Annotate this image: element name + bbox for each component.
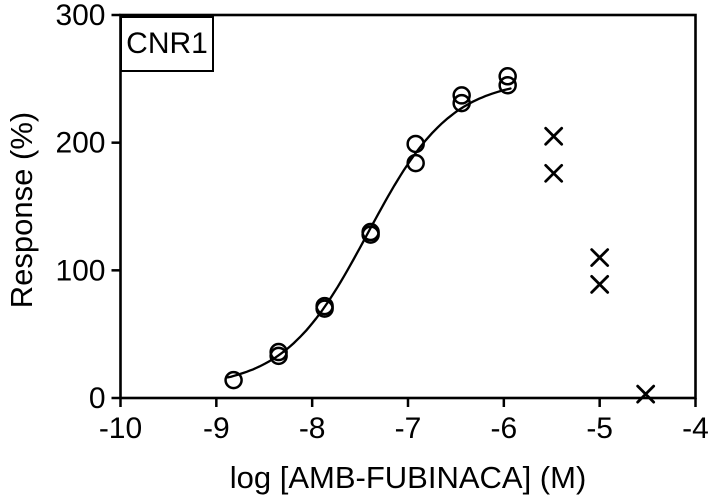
x-tick-label: -10 (99, 412, 142, 445)
data-point-x (544, 163, 564, 183)
data-point-circle (406, 153, 425, 173)
data-point-x (544, 126, 564, 146)
x-tick-label: -6 (490, 412, 517, 445)
fit-curve (226, 87, 512, 379)
data-point-circle (361, 225, 380, 244)
x-tick-label: -5 (586, 412, 613, 445)
data-point-circle (224, 370, 243, 390)
data-point-x (590, 274, 610, 294)
x-axis-title: log [AMB-FUBINACA] (M) (229, 460, 587, 495)
receptor-label-box: CNR1 (120, 16, 214, 72)
x-tick-label: -4 (682, 412, 709, 445)
plot-frame (119, 13, 697, 400)
data-point-circle (452, 86, 471, 105)
data-point-x (636, 384, 656, 404)
data-point-x (590, 248, 610, 267)
y-tick-label: 300 (55, 0, 105, 32)
receptor-label: CNR1 (126, 27, 208, 60)
data-point-circle (315, 299, 334, 318)
data-point-circle (269, 346, 288, 366)
y-axis-title: Response (%) (4, 111, 39, 309)
data-point-circle (498, 67, 517, 86)
y-tick-label: 100 (55, 254, 105, 287)
data-point-circle (498, 75, 517, 95)
x-tick-label: -9 (203, 412, 230, 445)
y-tick-label: 200 (55, 127, 105, 160)
data-point-circle (452, 93, 471, 113)
data-point-circle (406, 134, 425, 154)
x-tick-label: -7 (395, 412, 422, 445)
x-tick-label: -8 (299, 412, 326, 445)
y-tick-label: 0 (89, 382, 106, 415)
